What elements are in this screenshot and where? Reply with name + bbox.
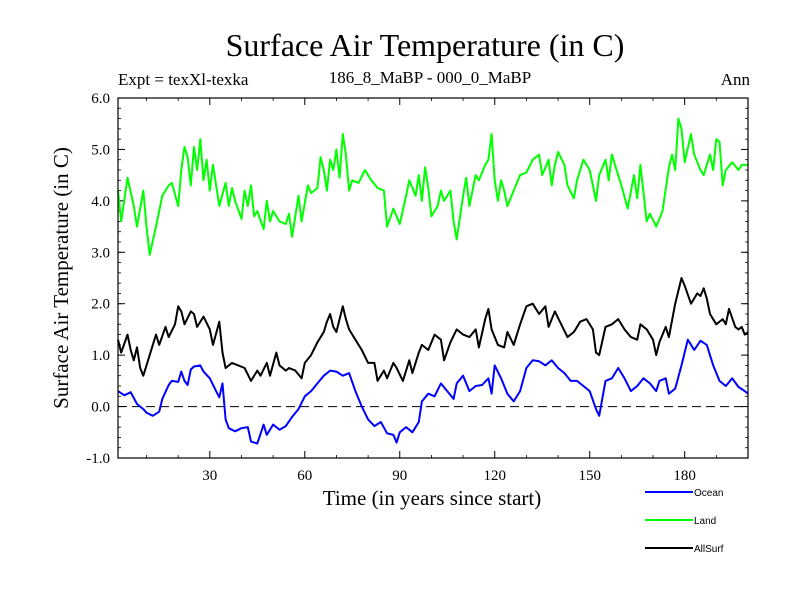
season-label: Ann (721, 70, 751, 89)
x-tick-label: 60 (297, 468, 312, 484)
axis-ticks: -1.0 0.0 1.0 2.0 3.0 4.0 5.0 6.0 30 60 90 120 150 180 (86, 91, 749, 484)
x-tick-label: 30 (202, 468, 217, 484)
plot-frame (117, 97, 749, 459)
series-line-ocean (117, 338, 749, 445)
y-tick-label: 0.0 (91, 400, 110, 416)
y-tick-label: -1.0 (86, 451, 110, 467)
y-tick-label: 5.0 (91, 142, 110, 158)
chart-title: Surface Air Temperature (in C) (226, 27, 625, 63)
experiment-label: Expt = texXl-texka (118, 70, 249, 89)
legend-label-allsurf: AllSurf (694, 544, 724, 555)
x-tick-label: 120 (483, 468, 506, 484)
x-tick-label: 180 (673, 468, 696, 484)
legend-label-ocean: Ocean (694, 488, 723, 499)
y-tick-label: 6.0 (91, 91, 110, 107)
y-tick-label: 1.0 (91, 348, 110, 364)
series-line-allsurf (117, 277, 749, 382)
x-tick-label: 90 (392, 468, 407, 484)
period-label: 186_8_MaBP - 000_0_MaBP (329, 68, 531, 87)
y-tick-label: 2.0 (91, 297, 110, 313)
x-axis-label: Time (in years since start) (323, 486, 542, 510)
x-tick-label: 150 (578, 468, 601, 484)
series-lines (117, 117, 749, 445)
series-line-land (117, 117, 748, 256)
y-tick-label: 4.0 (91, 194, 110, 210)
y-axis-label: Surface Air Temperature (in C) (49, 147, 73, 409)
legend-label-land: Land (694, 516, 716, 527)
legend: Ocean Land AllSurf (645, 488, 724, 555)
y-tick-label: 3.0 (91, 245, 110, 261)
